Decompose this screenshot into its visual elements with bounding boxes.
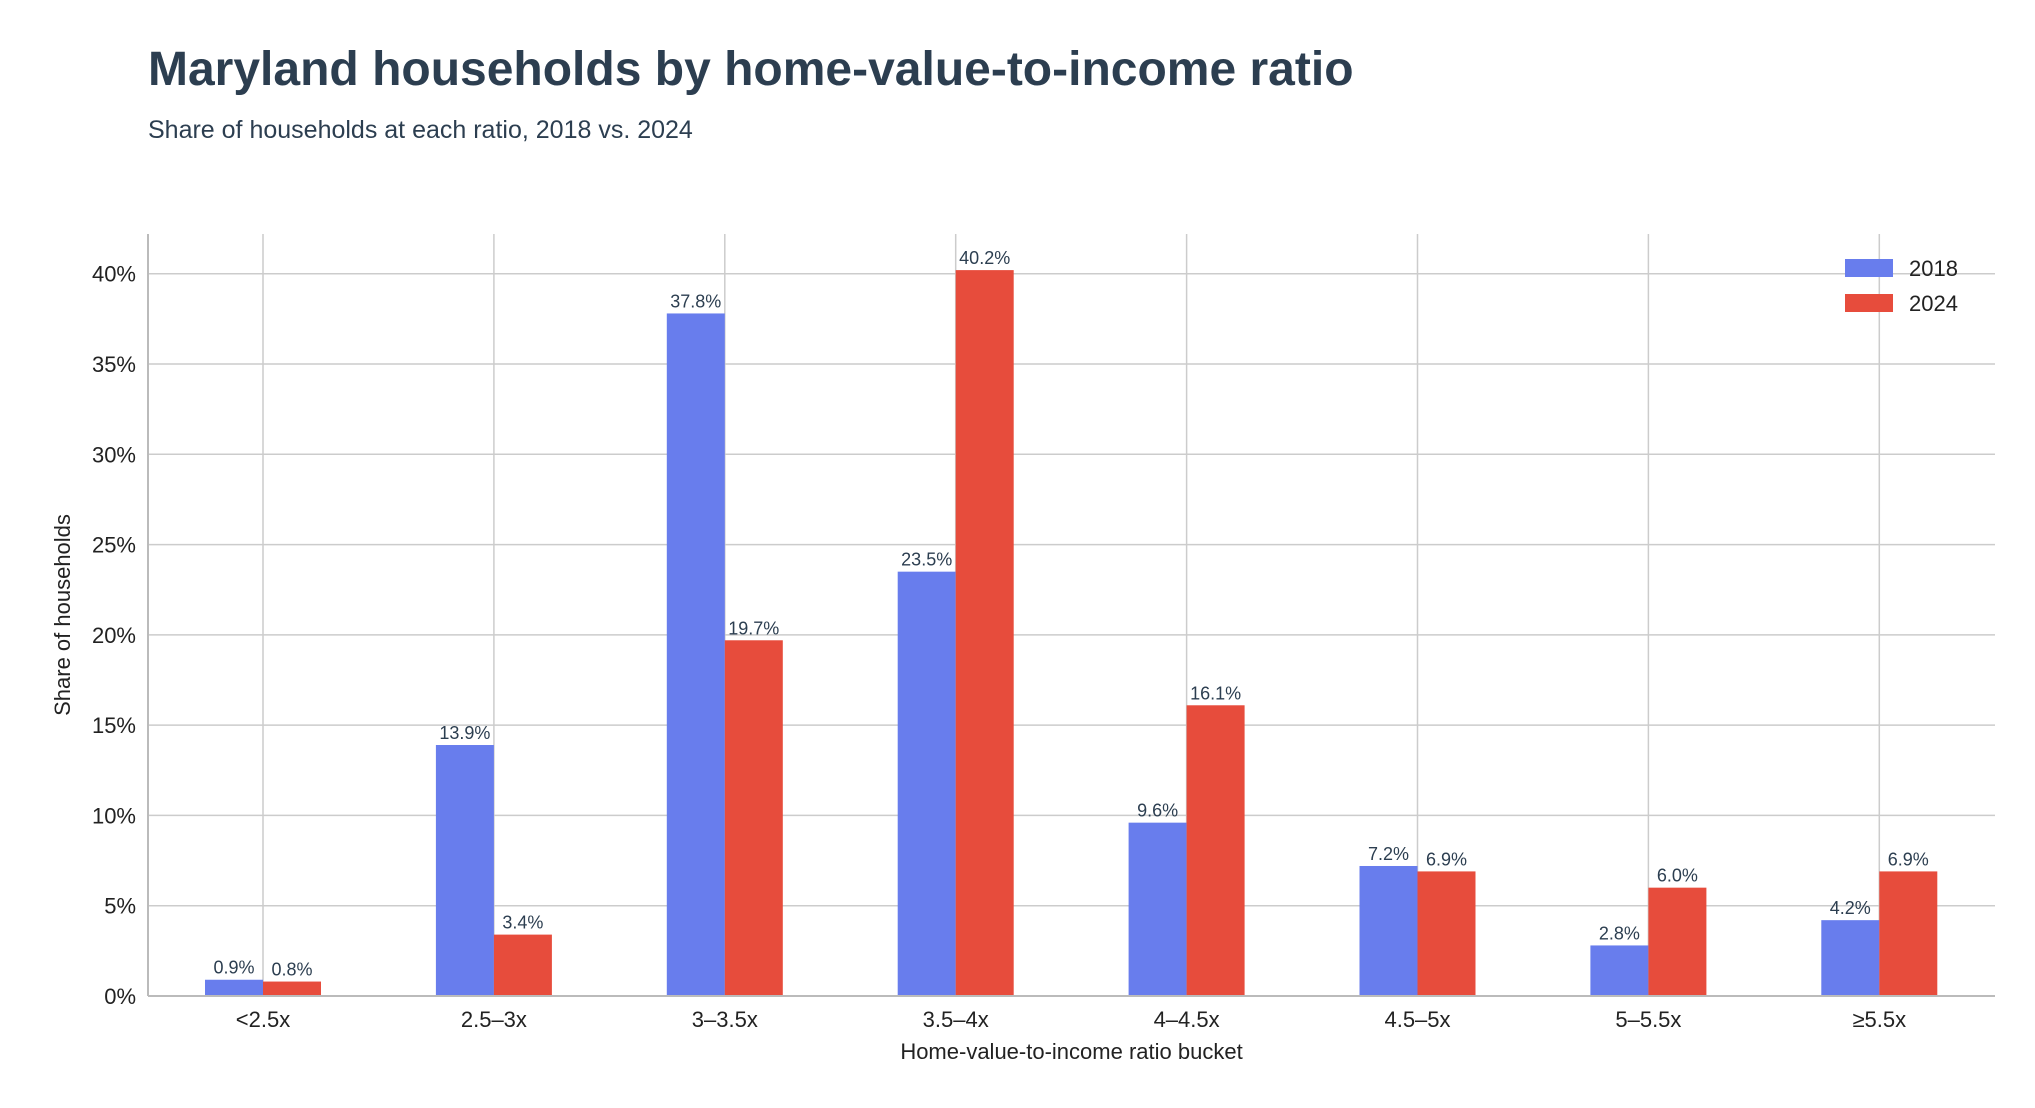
chart-title: Maryland households by home-value-to-inc… [148,43,1354,96]
x-tick-label: 4.5–5x [1384,1007,1450,1032]
chart-legend: 2018 2024 [1845,256,1958,316]
data-label: 37.8% [670,291,721,311]
bar-2024 [724,640,783,996]
y-tick-label: 15% [92,713,136,738]
bar-2018 [1821,920,1880,996]
data-label: 0.8% [271,960,312,980]
y-tick-label: 30% [92,442,136,467]
y-axis-title: Share of households [50,514,75,716]
data-label: 4.2% [1830,898,1871,918]
data-label: 16.1% [1190,683,1241,703]
data-label: 3.4% [502,913,543,933]
bar-2018 [1128,822,1187,996]
bar-2024 [1186,705,1245,996]
legend-label-2024: 2024 [1909,291,1958,316]
y-tick-label: 10% [92,803,136,828]
x-tick-label: 3–3.5x [692,1007,758,1032]
y-tick-label: 25% [92,533,136,558]
y-tick-label: 5% [104,894,136,919]
data-label: 9.6% [1137,801,1178,821]
bar-2024 [1648,887,1707,996]
x-tick-label: 5–5.5x [1615,1007,1681,1032]
x-tick-label: 4–4.5x [1154,1007,1220,1032]
data-label: 13.9% [439,723,490,743]
bar-2024 [263,981,321,996]
y-tick-label: 20% [92,623,136,648]
axes-layer: 0% 5% 10% 15% 20% 25% 30% 35% 40% <2.5x 2.5–3x 3–3.… [92,234,1995,1032]
x-tick-label: ≥5.5x [1852,1007,1906,1032]
y-tick-label: 35% [92,352,136,377]
bar-2024 [1879,871,1938,996]
bar-2024 [493,934,552,996]
data-label: 6.9% [1888,849,1929,869]
legend-swatch-2024 [1845,294,1893,312]
data-label: 2.8% [1599,923,1640,943]
x-tick-label: 3.5–4x [923,1007,989,1032]
bars-layer [205,270,1938,997]
bar-2018 [666,313,725,997]
x-axis-title: Home-value-to-income ratio bucket [900,1039,1242,1064]
bar-2024 [955,270,1014,996]
data-label: 40.2% [959,248,1010,268]
x-tick-label: 2.5–3x [461,1007,527,1032]
chart-subtitle: Share of households at each ratio, 2018 … [148,116,693,144]
data-label: 7.2% [1368,844,1409,864]
data-label: 23.5% [901,550,952,570]
data-label: 0.9% [213,958,254,978]
y-tick-label: 40% [92,262,136,287]
bar-2018 [897,571,956,996]
grid-layer [148,234,1995,997]
bar-2018 [1590,945,1649,996]
x-tick-label: <2.5x [236,1007,290,1032]
data-label: 6.0% [1657,866,1698,886]
data-label: 19.7% [728,618,779,638]
bar-2018 [1359,865,1418,996]
y-tick-label: 0% [104,984,136,1009]
legend-label-2018: 2018 [1909,256,1958,281]
bar-2024 [1417,871,1476,996]
bar-2018 [205,979,263,996]
legend-swatch-2018 [1845,259,1893,277]
data-label: 6.9% [1426,849,1467,869]
bar-2018 [435,745,494,996]
labels-layer: 0.9% 13.9% 37.8% 23.5% 9.6% 7.2% 2.8% 4.2% 0.8% 3… [213,248,1928,979]
